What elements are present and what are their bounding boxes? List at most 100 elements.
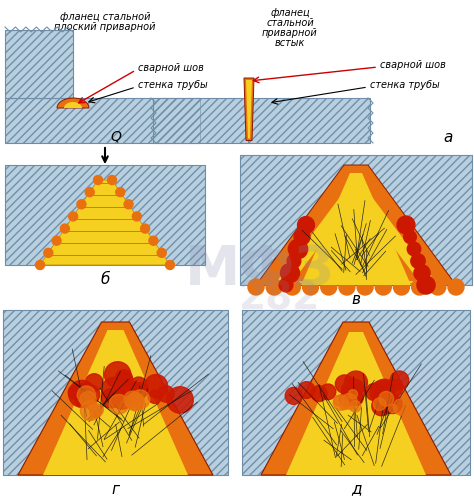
- Circle shape: [72, 384, 91, 403]
- Circle shape: [116, 188, 125, 197]
- Circle shape: [385, 379, 403, 397]
- Polygon shape: [43, 330, 188, 475]
- Text: встык: встык: [275, 38, 305, 48]
- Circle shape: [430, 279, 446, 295]
- Circle shape: [52, 236, 61, 245]
- Polygon shape: [153, 98, 248, 143]
- Circle shape: [321, 279, 337, 295]
- Polygon shape: [18, 322, 213, 475]
- Polygon shape: [286, 332, 426, 475]
- Circle shape: [145, 374, 167, 397]
- Text: стенка трубы: стенка трубы: [138, 80, 208, 90]
- Circle shape: [279, 278, 293, 292]
- Circle shape: [393, 279, 410, 295]
- Polygon shape: [5, 30, 73, 98]
- Circle shape: [81, 401, 100, 420]
- Polygon shape: [244, 78, 254, 140]
- Circle shape: [379, 391, 393, 406]
- Circle shape: [78, 383, 93, 398]
- Circle shape: [407, 242, 421, 256]
- Circle shape: [101, 389, 120, 408]
- Circle shape: [132, 212, 141, 221]
- Polygon shape: [40, 180, 170, 265]
- Circle shape: [285, 387, 302, 404]
- Circle shape: [115, 370, 132, 387]
- Text: фланец стальной: фланец стальной: [60, 12, 150, 22]
- Circle shape: [298, 382, 315, 398]
- Circle shape: [345, 394, 356, 406]
- Circle shape: [339, 279, 355, 295]
- Circle shape: [266, 279, 282, 295]
- Circle shape: [448, 279, 464, 295]
- Circle shape: [349, 401, 361, 412]
- Polygon shape: [57, 98, 89, 108]
- Circle shape: [288, 239, 308, 259]
- Circle shape: [298, 216, 314, 233]
- Circle shape: [69, 380, 96, 407]
- Circle shape: [366, 383, 383, 401]
- Circle shape: [320, 384, 336, 400]
- Circle shape: [105, 362, 131, 388]
- Polygon shape: [256, 165, 456, 285]
- Circle shape: [357, 279, 373, 295]
- Circle shape: [141, 224, 150, 233]
- Circle shape: [339, 400, 349, 410]
- Circle shape: [112, 388, 133, 409]
- Circle shape: [148, 390, 162, 403]
- Circle shape: [341, 393, 357, 409]
- Circle shape: [374, 379, 395, 400]
- Text: а: а: [443, 130, 453, 145]
- Circle shape: [414, 265, 430, 281]
- Circle shape: [157, 386, 174, 402]
- Circle shape: [130, 377, 147, 395]
- Circle shape: [149, 236, 158, 245]
- Circle shape: [284, 279, 301, 295]
- Circle shape: [85, 188, 94, 197]
- Text: Q: Q: [110, 129, 121, 143]
- Text: 282: 282: [239, 279, 320, 317]
- Circle shape: [302, 279, 319, 295]
- Text: фланец: фланец: [270, 8, 310, 18]
- Circle shape: [44, 248, 53, 258]
- Circle shape: [334, 395, 344, 406]
- Text: сварной шов: сварной шов: [138, 63, 204, 73]
- Polygon shape: [261, 322, 451, 475]
- Circle shape: [81, 385, 100, 404]
- Circle shape: [167, 387, 193, 413]
- Polygon shape: [5, 98, 200, 143]
- Circle shape: [411, 254, 425, 268]
- Circle shape: [60, 224, 69, 233]
- Circle shape: [124, 200, 133, 209]
- Polygon shape: [248, 98, 370, 143]
- Polygon shape: [242, 310, 470, 475]
- Circle shape: [389, 404, 397, 413]
- Circle shape: [157, 248, 166, 258]
- Circle shape: [93, 175, 102, 184]
- Polygon shape: [40, 180, 170, 265]
- Circle shape: [124, 391, 141, 408]
- Circle shape: [375, 279, 391, 295]
- Circle shape: [345, 371, 367, 394]
- Circle shape: [165, 261, 174, 270]
- Circle shape: [77, 200, 86, 209]
- Circle shape: [77, 384, 93, 400]
- Circle shape: [134, 383, 148, 397]
- Circle shape: [383, 395, 402, 413]
- Circle shape: [36, 261, 45, 270]
- Circle shape: [411, 279, 428, 295]
- Polygon shape: [5, 165, 205, 265]
- Text: г: г: [111, 481, 119, 496]
- Circle shape: [116, 372, 133, 388]
- Circle shape: [373, 398, 386, 410]
- Circle shape: [294, 229, 310, 245]
- Text: МФЗ: МФЗ: [185, 243, 335, 297]
- Circle shape: [90, 406, 102, 418]
- Circle shape: [397, 216, 415, 234]
- Circle shape: [126, 392, 144, 411]
- Circle shape: [102, 378, 125, 401]
- Circle shape: [281, 264, 300, 283]
- Text: сварной шов: сварной шов: [380, 60, 446, 70]
- Circle shape: [404, 230, 416, 243]
- Circle shape: [85, 374, 103, 391]
- Polygon shape: [275, 185, 437, 283]
